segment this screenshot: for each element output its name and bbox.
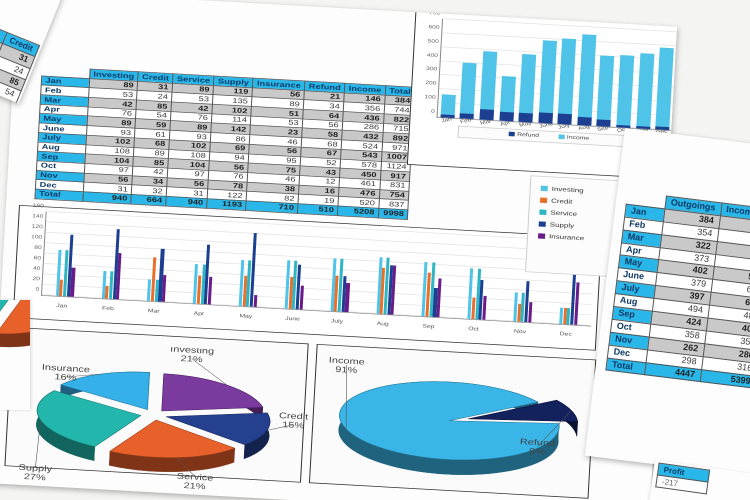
svg-text:15%: 15% xyxy=(282,420,305,431)
svg-text:21%: 21% xyxy=(180,354,203,365)
svg-text:21%: 21% xyxy=(183,481,206,492)
svg-text:27%: 27% xyxy=(24,472,47,483)
svg-text:9%: 9% xyxy=(529,447,546,457)
svg-text:16%: 16% xyxy=(54,373,77,384)
svg-text:91%: 91% xyxy=(335,365,358,376)
